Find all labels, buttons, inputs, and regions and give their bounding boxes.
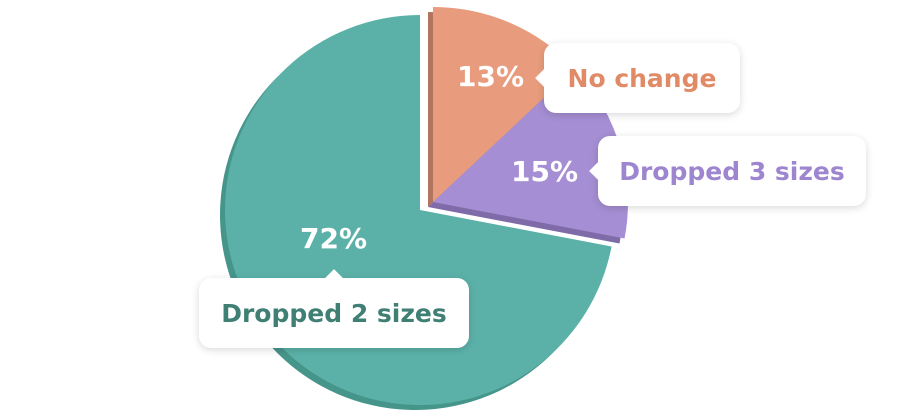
pie-slice — [433, 7, 576, 202]
slice-value-label: 15% — [511, 155, 579, 188]
legend-label: Dropped 3 sizes — [619, 156, 845, 186]
slice-value-label: 13% — [457, 60, 525, 93]
callout-dropped-3-sizes: Dropped 3 sizes — [589, 136, 866, 206]
callout-no-change: No change — [535, 43, 740, 113]
legend-label: Dropped 2 sizes — [221, 298, 447, 328]
callout-dropped-2-sizes: Dropped 2 sizes — [199, 269, 469, 348]
slice-value-label: 72% — [300, 222, 368, 255]
legend-label: No change — [567, 63, 717, 93]
